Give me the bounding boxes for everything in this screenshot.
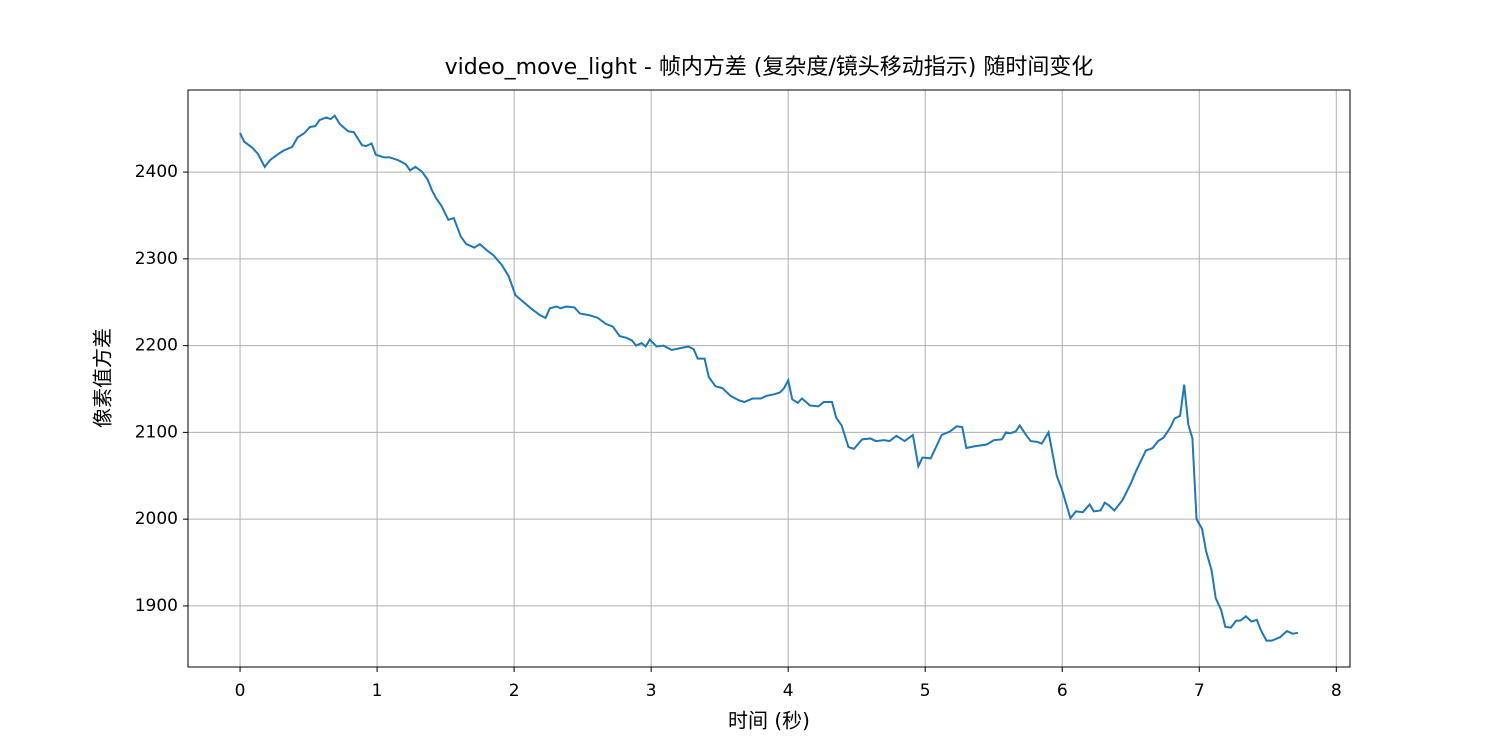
x-tick-label: 7 (1194, 681, 1205, 701)
x-tick-label: 6 (1057, 681, 1068, 701)
x-tick-label: 4 (783, 681, 794, 701)
x-axis-label: 时间 (秒) (728, 709, 810, 733)
y-tick-label: 2400 (135, 162, 178, 182)
x-tick-label: 5 (920, 681, 931, 701)
x-tick-label: 8 (1331, 681, 1342, 701)
x-tick-label: 1 (372, 681, 383, 701)
data-line (239, 114, 1299, 642)
y-tick-label: 2200 (135, 336, 178, 356)
chart-title: video_move_light - 帧内方差 (复杂度/镜头移动指示) 随时间… (445, 55, 1094, 80)
x-tick-label: 3 (646, 681, 657, 701)
y-tick-label: 2300 (135, 249, 178, 269)
plot-frame (187, 89, 1351, 668)
y-tick-label: 2100 (135, 422, 178, 442)
x-tick-label: 0 (235, 681, 246, 701)
x-tick-label: 2 (509, 681, 520, 701)
y-axis-label: 像素值方差 (91, 328, 115, 428)
y-tick-label: 2000 (135, 509, 178, 529)
y-tick-label: 1900 (135, 596, 178, 616)
